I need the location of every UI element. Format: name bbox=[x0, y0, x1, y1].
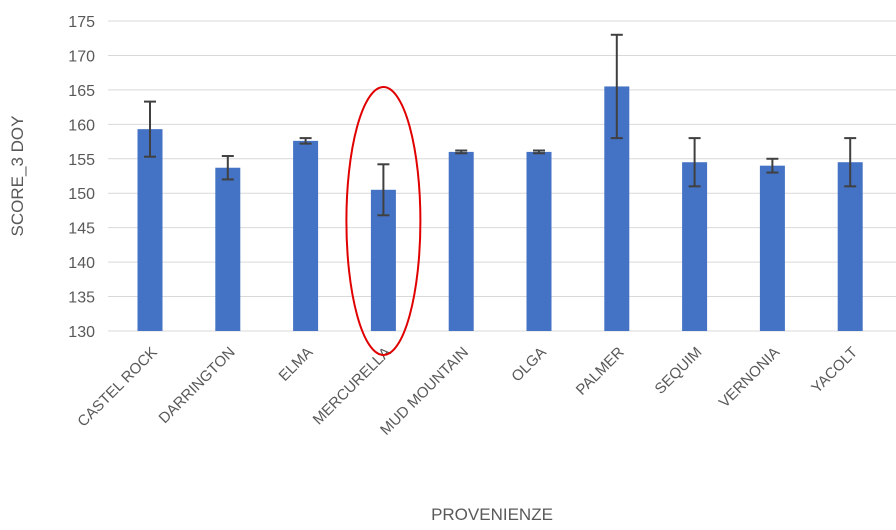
x-category-label: SEQUIM bbox=[652, 344, 706, 398]
y-tick-label: 135 bbox=[68, 290, 95, 307]
bar bbox=[215, 167, 241, 331]
y-tick-label: 155 bbox=[68, 152, 95, 169]
y-tick-label: 145 bbox=[68, 221, 95, 238]
bar bbox=[293, 140, 319, 331]
y-axis-tick-labels: 130 135 140 145 150 155 160 165 170 175 bbox=[68, 14, 95, 341]
y-tick-label: 140 bbox=[68, 255, 95, 272]
x-axis-title: PROVENIENZE bbox=[431, 505, 553, 524]
bar bbox=[682, 162, 708, 331]
x-category-label: YACOLT bbox=[808, 344, 861, 397]
y-tick-label: 130 bbox=[68, 324, 95, 341]
y-tick-label: 175 bbox=[68, 14, 95, 31]
x-category-label: VERNONIA bbox=[716, 344, 783, 411]
y-tick-label: 165 bbox=[68, 83, 95, 100]
x-category-label: CASTEL ROCK bbox=[74, 344, 160, 430]
error-bars bbox=[144, 33, 857, 217]
annotations bbox=[345, 86, 422, 356]
bar bbox=[137, 129, 163, 331]
y-tick-label: 170 bbox=[68, 48, 95, 65]
bars bbox=[137, 86, 863, 331]
x-category-label: PALMER bbox=[573, 344, 628, 399]
x-category-label: OLGA bbox=[508, 344, 549, 385]
bar bbox=[837, 162, 863, 331]
bar bbox=[759, 165, 785, 331]
x-category-label: MERCURELLA bbox=[310, 344, 395, 429]
bar bbox=[448, 151, 474, 331]
y-tick-label: 150 bbox=[68, 186, 95, 203]
y-tick-label: 160 bbox=[68, 117, 95, 134]
highlight-ellipse bbox=[345, 86, 422, 356]
bar bbox=[526, 151, 552, 331]
x-category-label: DARRINGTON bbox=[155, 344, 238, 427]
y-axis-title: SCORE_3 DOY bbox=[8, 116, 27, 237]
x-category-label: ELMA bbox=[276, 344, 317, 385]
